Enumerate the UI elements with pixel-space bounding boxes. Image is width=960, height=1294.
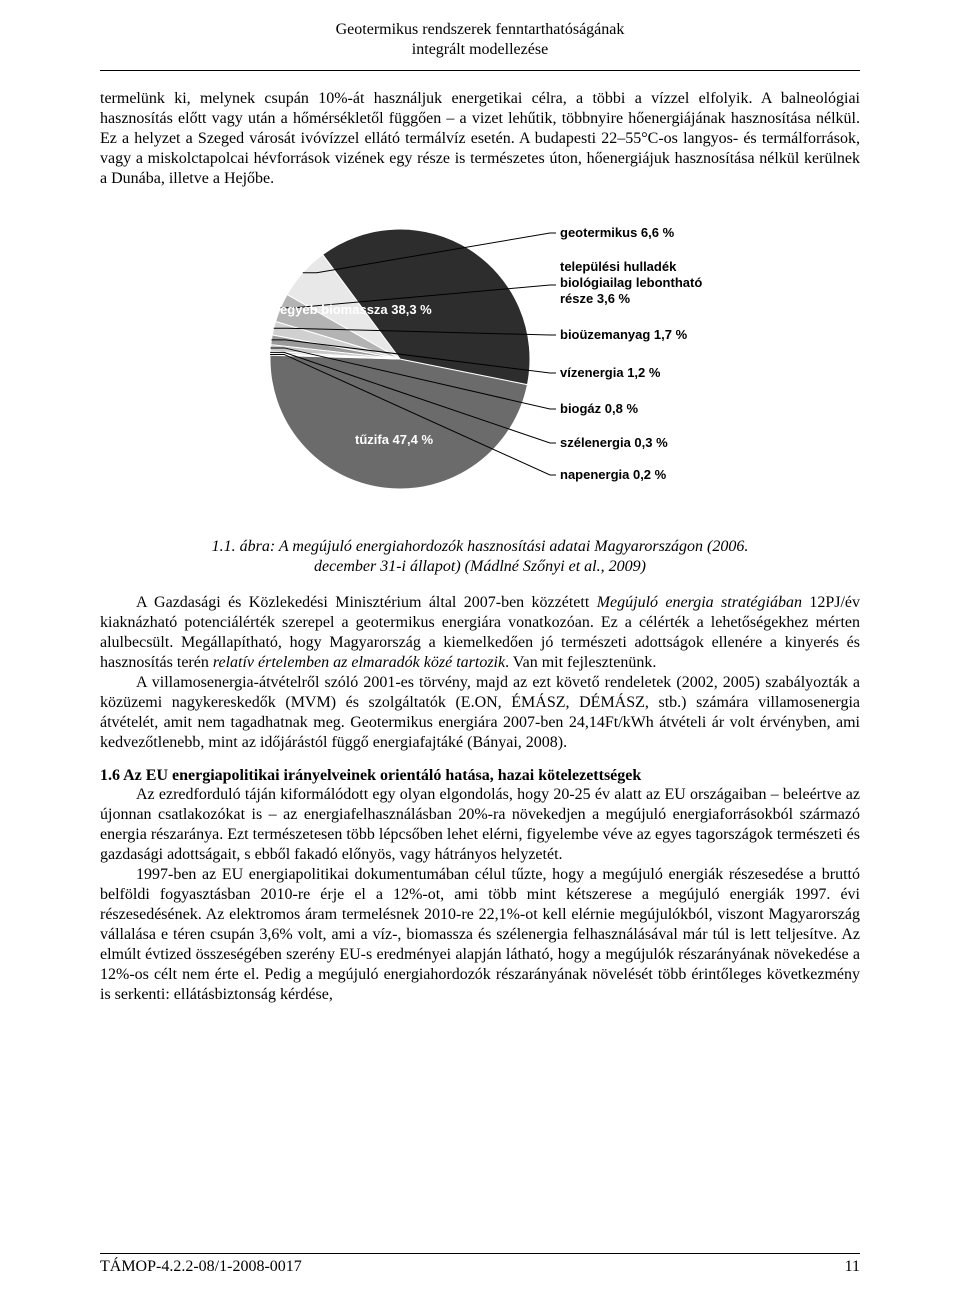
pie-label-hulladek-3: része 3,6 %	[560, 291, 631, 306]
caption-line2: december 31-i állapot) (Mádlné Szőnyi et…	[314, 558, 646, 575]
pie-label-hulladek-1: települési hulladék	[560, 259, 677, 274]
pie-label-biogaz: biogáz 0,8 %	[560, 401, 638, 416]
running-head: Geotermikus rendszerek fenntarthatóságán…	[100, 20, 860, 60]
p2-span-c: . Van mit fejlesztenünk.	[505, 654, 656, 671]
section-1-6-title: 1.6 Az EU energiapolitikai irányelveinek…	[100, 767, 860, 785]
pie-label-vizenergia: vízenergia 1,2 %	[560, 365, 661, 380]
header-rule	[100, 70, 860, 71]
p2-span-a: A Gazdasági és Közlekedési Minisztérium …	[136, 594, 597, 611]
page-number: 11	[845, 1258, 860, 1276]
footer-project-code: TÁMOP-4.2.2-08/1-2008-0017	[100, 1258, 302, 1276]
paragraph-3: A villamosenergia-átvételről szóló 2001-…	[100, 673, 860, 753]
running-head-line1: Geotermikus rendszerek fenntarthatóságán…	[100, 20, 860, 40]
pie-label-hulladek-2: biológiailag lebontható	[560, 275, 702, 290]
paragraph-1: termelünk ki, melynek csupán 10%-át hasz…	[100, 89, 860, 189]
p2-em1: Megújuló energia stratégiában	[597, 594, 802, 611]
pie-label-geotermikus: geotermikus 6,6 %	[560, 225, 675, 240]
running-head-line2: integrált modellezése	[100, 40, 860, 60]
pie-label-szelenergia: szélenergia 0,3 %	[560, 435, 668, 450]
caption-line1-rest: : A megújuló energiahordozók hasznosítás…	[270, 538, 749, 555]
figure-1-1-chart: geotermikus 6,6 % települési hulladék bi…	[100, 199, 860, 519]
pie-chart-svg: geotermikus 6,6 % települési hulladék bi…	[200, 199, 760, 519]
paragraph-2: A Gazdasági és Közlekedési Minisztérium …	[100, 593, 860, 673]
paragraph-5: 1997-ben az EU energiapolitikai dokument…	[100, 865, 860, 1005]
paragraph-4: Az ezredforduló táján kiformálódott egy …	[100, 785, 860, 865]
page-footer: TÁMOP-4.2.2-08/1-2008-0017 11	[100, 1253, 860, 1276]
pie-label-napenergia: napenergia 0,2 %	[560, 467, 667, 482]
figure-1-1-caption: 1.1. ábra: A megújuló energiahordozók ha…	[100, 537, 860, 577]
p2-em2: relatív értelemben az elmaradók közé tar…	[213, 654, 505, 671]
caption-figure-number: 1.1. ábra	[212, 538, 270, 555]
pie-label-biomassza: egyéb biomassza 38,3 %	[280, 302, 432, 317]
pie-label-tuzifa: tűzifa 47,4 %	[355, 432, 433, 447]
pie-label-biouzemanyag: bioüzemanyag 1,7 %	[560, 327, 688, 342]
